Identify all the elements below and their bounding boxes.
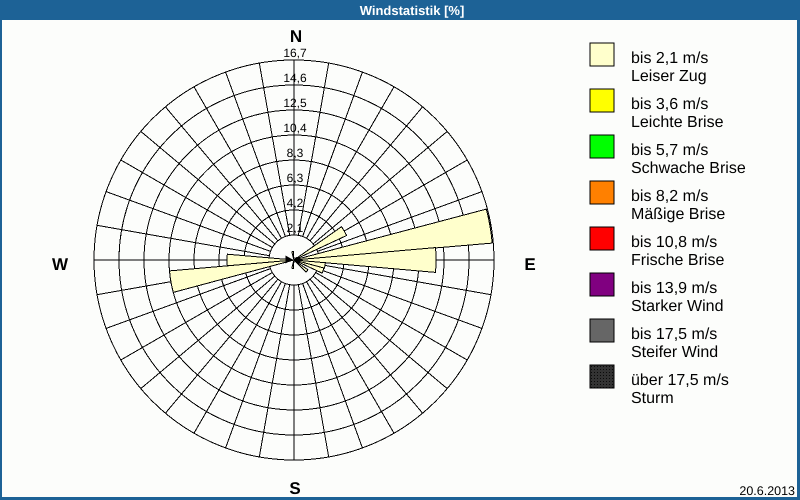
svg-text:bis 3,6 m/s: bis 3,6 m/s xyxy=(631,96,708,113)
svg-text:S: S xyxy=(289,479,300,498)
svg-text:bis 10,8 m/s: bis 10,8 m/s xyxy=(631,234,717,251)
svg-text:Leichte Brise: Leichte Brise xyxy=(631,114,724,131)
svg-text:bis 8,2 m/s: bis 8,2 m/s xyxy=(631,188,708,205)
svg-text:über 17,5 m/s: über 17,5 m/s xyxy=(631,372,729,389)
svg-text:Mäßige Brise: Mäßige Brise xyxy=(631,206,725,223)
svg-text:E: E xyxy=(524,255,535,274)
svg-text:8,3: 8,3 xyxy=(287,146,304,160)
svg-text:bis 2,1 m/s: bis 2,1 m/s xyxy=(631,50,708,67)
svg-text:N: N xyxy=(290,27,302,46)
svg-text:Windstatistik [%]: Windstatistik [%] xyxy=(360,3,465,18)
svg-text:Schwache Brise: Schwache Brise xyxy=(631,160,746,177)
svg-text:16,7: 16,7 xyxy=(283,46,307,60)
svg-text:Frische Brise: Frische Brise xyxy=(631,252,724,269)
svg-text:Sturm: Sturm xyxy=(631,390,674,407)
svg-text:6,3: 6,3 xyxy=(287,171,304,185)
svg-text:4,2: 4,2 xyxy=(287,196,304,210)
svg-text:bis 17,5 m/s: bis 17,5 m/s xyxy=(631,326,717,343)
svg-text:2,1: 2,1 xyxy=(287,221,304,235)
svg-text:Starker Wind: Starker Wind xyxy=(631,298,723,315)
svg-text:Steifer Wind: Steifer Wind xyxy=(631,344,718,361)
svg-text:bis 5,7 m/s: bis 5,7 m/s xyxy=(631,142,708,159)
svg-text:W: W xyxy=(52,255,69,274)
svg-text:bis 13,9 m/s: bis 13,9 m/s xyxy=(631,280,717,297)
svg-text:Leiser Zug: Leiser Zug xyxy=(631,68,707,85)
svg-text:10,4: 10,4 xyxy=(283,121,307,135)
svg-text:20.6.2013: 20.6.2013 xyxy=(739,484,795,498)
svg-text:14,6: 14,6 xyxy=(283,71,307,85)
svg-text:12,5: 12,5 xyxy=(283,96,307,110)
